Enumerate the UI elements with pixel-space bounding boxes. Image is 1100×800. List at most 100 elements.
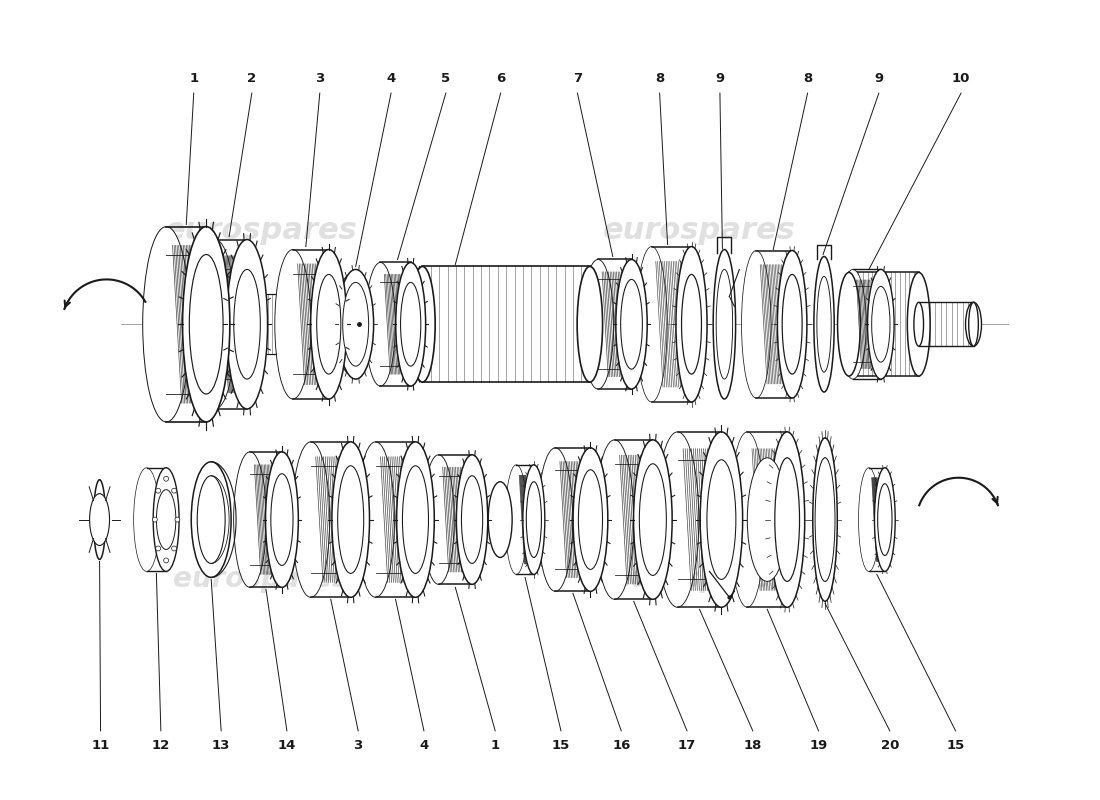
Text: 7: 7 — [573, 72, 582, 85]
Ellipse shape — [747, 458, 788, 582]
Text: 11: 11 — [91, 739, 110, 752]
Text: 9: 9 — [874, 72, 883, 85]
Ellipse shape — [741, 250, 771, 398]
Ellipse shape — [94, 480, 106, 559]
Ellipse shape — [713, 250, 736, 399]
Text: eurospares: eurospares — [174, 566, 349, 594]
Ellipse shape — [289, 294, 302, 354]
Text: eurospares: eurospares — [165, 216, 358, 245]
Ellipse shape — [197, 476, 226, 563]
Ellipse shape — [595, 440, 634, 599]
Text: 4: 4 — [386, 72, 396, 85]
Text: 14: 14 — [277, 739, 296, 752]
Ellipse shape — [682, 274, 702, 374]
Text: 6: 6 — [496, 72, 505, 85]
Ellipse shape — [701, 432, 743, 607]
Ellipse shape — [250, 294, 263, 354]
Circle shape — [175, 517, 180, 522]
Ellipse shape — [275, 250, 311, 399]
Ellipse shape — [578, 266, 603, 382]
Ellipse shape — [356, 442, 395, 598]
Ellipse shape — [858, 468, 879, 571]
Text: 1: 1 — [491, 739, 499, 752]
Ellipse shape — [908, 273, 931, 376]
Ellipse shape — [365, 262, 395, 386]
Ellipse shape — [676, 246, 707, 402]
Ellipse shape — [522, 465, 544, 574]
Ellipse shape — [234, 270, 261, 379]
Ellipse shape — [770, 432, 805, 607]
Text: 9: 9 — [715, 72, 725, 85]
Ellipse shape — [639, 464, 667, 575]
Ellipse shape — [156, 490, 176, 550]
Ellipse shape — [265, 452, 298, 587]
Ellipse shape — [878, 484, 892, 555]
Text: 18: 18 — [744, 739, 762, 752]
Ellipse shape — [488, 482, 513, 558]
Text: eurospares: eurospares — [612, 566, 788, 594]
Ellipse shape — [782, 274, 802, 374]
Ellipse shape — [317, 274, 341, 374]
Ellipse shape — [839, 270, 866, 379]
Bar — [256, 294, 296, 354]
Text: 20: 20 — [881, 739, 899, 752]
Ellipse shape — [332, 442, 370, 598]
Ellipse shape — [183, 226, 230, 422]
Bar — [849, 273, 918, 376]
Circle shape — [156, 488, 161, 493]
Ellipse shape — [227, 239, 267, 409]
Text: 13: 13 — [212, 739, 230, 752]
Ellipse shape — [233, 452, 266, 587]
Text: 8: 8 — [803, 72, 812, 85]
Ellipse shape — [868, 270, 894, 379]
Ellipse shape — [582, 259, 614, 389]
Ellipse shape — [89, 494, 110, 546]
Circle shape — [156, 546, 161, 551]
Text: 12: 12 — [152, 739, 170, 752]
Ellipse shape — [814, 257, 834, 392]
Text: 17: 17 — [678, 739, 696, 752]
Ellipse shape — [292, 442, 330, 598]
Bar — [918, 302, 974, 346]
Ellipse shape — [456, 455, 487, 584]
Ellipse shape — [189, 254, 223, 394]
Ellipse shape — [579, 470, 603, 570]
Circle shape — [153, 517, 157, 522]
Ellipse shape — [729, 432, 764, 607]
Ellipse shape — [966, 302, 981, 346]
Text: 19: 19 — [810, 739, 827, 752]
Circle shape — [172, 546, 177, 551]
Text: 8: 8 — [654, 72, 664, 85]
Text: 2: 2 — [248, 72, 256, 85]
Text: 3: 3 — [353, 739, 363, 752]
Ellipse shape — [134, 468, 159, 571]
Text: 16: 16 — [612, 739, 630, 752]
Text: 5: 5 — [441, 72, 450, 85]
Ellipse shape — [400, 282, 421, 366]
Ellipse shape — [338, 270, 374, 379]
Ellipse shape — [813, 438, 837, 602]
Ellipse shape — [636, 246, 668, 402]
Ellipse shape — [271, 474, 293, 566]
Ellipse shape — [462, 476, 483, 563]
Ellipse shape — [538, 448, 573, 591]
Ellipse shape — [634, 440, 672, 599]
Ellipse shape — [397, 442, 434, 598]
Ellipse shape — [403, 466, 429, 574]
Ellipse shape — [573, 448, 608, 591]
Ellipse shape — [310, 250, 346, 399]
Ellipse shape — [969, 302, 978, 346]
Ellipse shape — [914, 302, 924, 346]
Ellipse shape — [526, 482, 541, 558]
Text: eurospares: eurospares — [603, 216, 796, 245]
Ellipse shape — [774, 458, 800, 582]
Ellipse shape — [338, 466, 364, 574]
Ellipse shape — [657, 432, 698, 607]
Bar — [422, 266, 590, 382]
Ellipse shape — [195, 239, 235, 409]
Text: 10: 10 — [952, 72, 970, 85]
Ellipse shape — [620, 279, 642, 369]
Ellipse shape — [707, 460, 736, 579]
Circle shape — [164, 558, 168, 563]
Ellipse shape — [778, 250, 807, 398]
